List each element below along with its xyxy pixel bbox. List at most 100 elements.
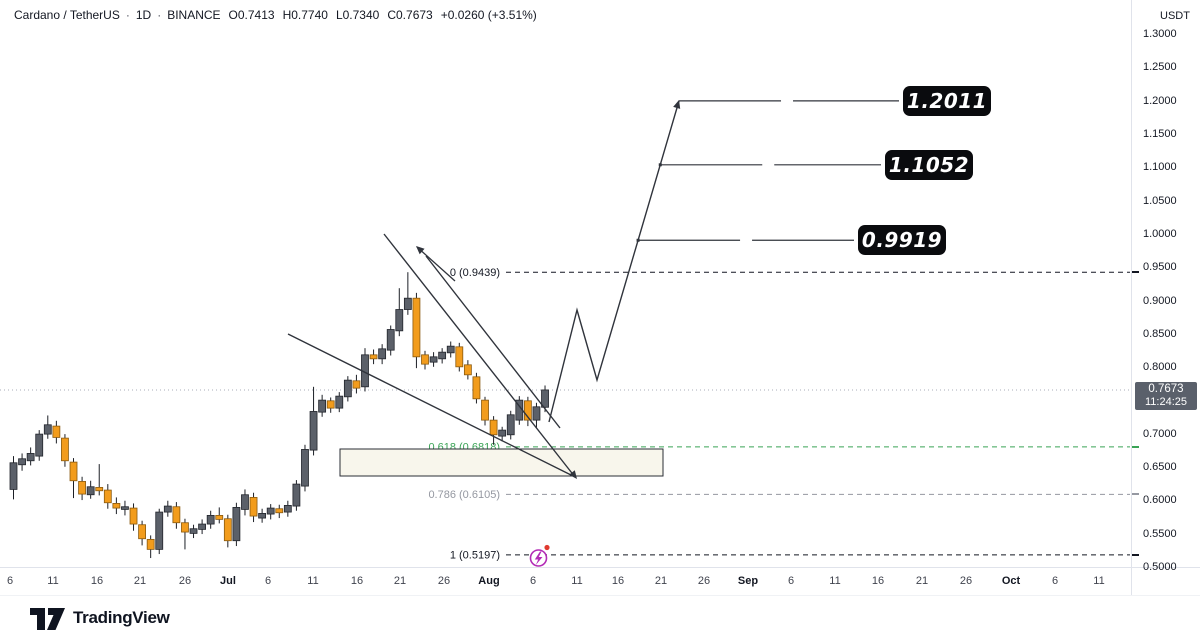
projection-zigzag[interactable] [548,100,680,423]
candle[interactable] [463,364,472,376]
notification-dot [544,544,550,551]
candle[interactable] [318,399,327,413]
candle[interactable] [421,354,429,365]
price-tick: 1.1000 [1143,161,1177,174]
candle[interactable] [275,508,284,514]
candle[interactable] [61,437,69,462]
candle[interactable] [309,411,318,451]
candle[interactable] [206,515,215,525]
time-tick-day: 6 [264,575,272,587]
candle[interactable] [481,399,489,421]
breakout-arrowhead [416,246,425,255]
candle[interactable] [198,523,207,530]
candle[interactable] [429,356,438,363]
current-price-badge: 0.7673 11:24:25 [1135,381,1197,410]
breakout-arrow[interactable] [416,246,456,282]
time-tick-day: 26 [437,575,451,587]
candle[interactable] [523,400,532,421]
candle[interactable] [43,424,52,435]
candle[interactable] [378,348,387,360]
candle[interactable] [506,414,515,436]
target-label-0[interactable]: 1.2011 [903,85,991,116]
chart-canvas[interactable]: 0 (0.9439)0.618 (0.6818)0.786 (0.6105)1 … [0,0,1131,567]
candle[interactable] [103,489,112,504]
candle[interactable] [138,524,146,540]
candle[interactable] [352,380,361,389]
tradingview-logo[interactable]: TradingView [30,605,170,631]
price-tick: 0.7000 [1143,427,1177,440]
candle[interactable] [403,297,412,310]
fib-level-edge-mark [1132,445,1139,448]
tradingview-logo-mark [30,608,65,630]
candle[interactable] [95,487,104,492]
candle[interactable] [9,462,18,490]
candle[interactable] [498,429,507,437]
candle[interactable] [172,506,181,524]
symbol-title[interactable]: Cardano / TetherUS [14,8,120,22]
trendline[interactable] [287,333,574,477]
time-tick-day: 6 [6,575,14,587]
candle[interactable] [446,345,455,354]
candle[interactable] [438,351,447,360]
target-label-2[interactable]: 0.9919 [858,225,946,256]
candle[interactable] [266,507,275,515]
candle[interactable] [35,433,44,457]
candle[interactable] [241,494,249,510]
candle[interactable] [69,461,78,482]
time-tick-day: 16 [611,575,625,587]
candle[interactable] [86,486,95,496]
interval-label[interactable]: 1D [135,8,152,22]
ohlc-change: +0.0260 (+3.51%) [440,8,537,22]
candle[interactable] [369,354,378,360]
header-separator: · [157,8,162,22]
support-zone-box[interactable] [339,448,664,477]
price-scale[interactable]: 1.3000 1.2500 1.2000 1.1500 1.1000 1.0500 1.00… [1131,0,1200,595]
candle[interactable] [301,449,309,487]
candle[interactable] [292,483,301,507]
candle[interactable] [52,425,61,438]
candle[interactable] [489,419,498,436]
price-tick: 1.2000 [1143,94,1177,107]
candle[interactable] [112,503,121,509]
candle[interactable] [129,507,138,525]
candle[interactable] [541,389,549,408]
time-tick-day: 6 [529,575,537,587]
candle[interactable] [335,395,344,409]
price-tick: 1.3000 [1143,28,1177,40]
candle[interactable] [215,515,224,520]
candle[interactable] [155,511,164,550]
candle[interactable] [163,505,172,513]
candle[interactable] [472,376,481,400]
candle[interactable] [232,507,241,542]
candle[interactable] [249,497,258,517]
trendline[interactable] [383,233,576,478]
candle[interactable] [189,528,198,534]
time-tick-day: 21 [393,575,407,587]
lightning-bolt-glyph [534,551,543,565]
time-tick-day: 26 [697,575,711,587]
candle[interactable] [283,505,292,513]
target-line-anchor-dot [636,238,640,242]
candle[interactable] [386,329,395,351]
target-label-1[interactable]: 1.1052 [885,149,973,180]
time-tick-day: 21 [654,575,668,587]
candle[interactable] [26,453,35,462]
candle[interactable] [78,481,86,495]
price-tick: 0.5000 [1143,561,1177,574]
candle[interactable] [532,406,541,421]
candle[interactable] [181,522,189,533]
time-tick-day: 11 [829,575,841,587]
price-tick: 1.2500 [1143,61,1177,74]
candle[interactable] [455,346,464,368]
candle[interactable] [18,458,26,466]
candle[interactable] [412,297,421,358]
candle[interactable] [223,518,232,542]
candle[interactable] [326,400,335,409]
candle[interactable] [258,513,267,519]
time-scale[interactable]: 6 11 16 21 26 Jul 6 11 16 21 26 Aug 6 11 16 21 26 Sep 6 11 1… [0,567,1131,595]
trendline[interactable] [425,255,561,429]
candle[interactable] [395,309,404,332]
candle[interactable] [343,379,352,398]
candle[interactable] [121,506,129,510]
candle[interactable] [146,538,155,550]
